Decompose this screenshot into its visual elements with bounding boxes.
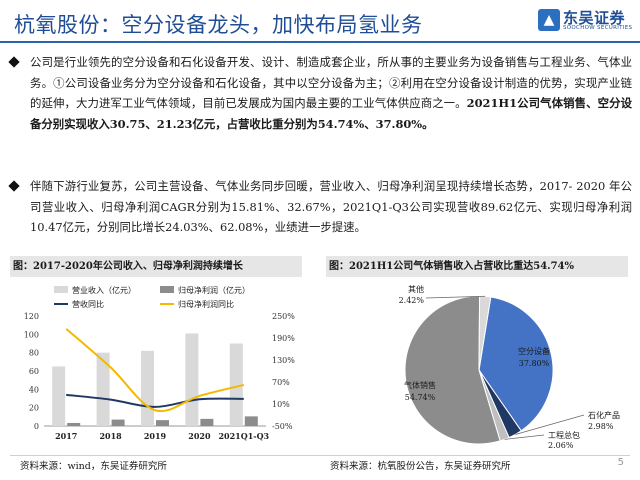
revenue-bar xyxy=(52,366,66,426)
footer-divider xyxy=(10,455,630,456)
pie-leader-line xyxy=(515,414,585,435)
net-profit-yoy-line xyxy=(65,328,245,413)
slide-header: 杭氧股份：空分设备龙头，加快布局氢业务 ▲ 东吴证券 SOOCHOW SECUR… xyxy=(0,0,640,44)
left-y-tick-label: 40 xyxy=(29,385,39,394)
pie-slice-value: 37.80% xyxy=(519,359,550,368)
legend-swatch xyxy=(54,286,68,293)
pie-slice-value: 2.42% xyxy=(399,296,425,305)
x-tick-label: 2018 xyxy=(99,431,122,441)
legend-label: 归母净利润同比 xyxy=(178,299,234,309)
header-divider xyxy=(0,41,640,43)
page-title: 杭氧股份：空分设备龙头，加快布局氢业务 xyxy=(14,13,423,37)
revenue-profit-chart-svg: 0 20 40 60 80 100 120 -50% 10% 70% 130% 190% 250% 201… xyxy=(24,285,296,441)
pie-slice-label: 工程总包 xyxy=(548,430,580,440)
revenue-yoy-line xyxy=(66,393,244,408)
bullet-text: 公司是行业领先的空分设备和石化设备开发、设计、制造成套企业，所从事的主要业务为设… xyxy=(30,52,632,134)
left-y-tick-label: 120 xyxy=(24,312,39,321)
right-chart-source: 资料来源：杭氧股份公告，东吴证券研究所 xyxy=(330,461,511,472)
legend-swatch xyxy=(160,286,174,293)
net-profit-bar xyxy=(156,420,169,426)
right-y-tick-label: 130% xyxy=(272,356,295,365)
pie-slice-value: 2.06% xyxy=(548,441,574,450)
net-profit-bar xyxy=(67,422,81,426)
revenue-bar xyxy=(229,343,243,426)
pie-slice-label: 空分设备 xyxy=(518,346,550,356)
brand-logo-icon: ▲ xyxy=(538,9,560,31)
brand-subtitle: SOOCHOW SECURITIES xyxy=(563,25,633,31)
left-chart-source: 资料来源：wind，东吴证券研究所 xyxy=(20,461,167,472)
bullet-highlight: 2021H1公司气体销售、空分设备分别实现收入30.75、21.23亿元，占营收… xyxy=(30,96,632,131)
left-y-tick-label: 100 xyxy=(24,330,39,339)
right-y-tick-label: 70% xyxy=(272,378,290,387)
page-number: 5 xyxy=(617,457,624,468)
legend-label: 营业收入（亿元） xyxy=(72,285,136,295)
brand-name: 东吴证券 xyxy=(563,9,626,27)
diamond-bullet-icon xyxy=(8,56,20,68)
revenue-bar xyxy=(141,350,154,426)
pie-leader-line xyxy=(504,434,545,440)
bullet-text: 伴随下游行业复苏，公司主营设备、气体业务同步回暖，营业收入、归母净利润呈现持续增… xyxy=(30,179,632,234)
x-tick-label: 2017 xyxy=(55,431,77,441)
bullet-growth: 伴随下游行业复苏，公司主营设备、气体业务同步回暖，营业收入、归母净利润呈现持续增… xyxy=(8,176,632,238)
left-y-tick-label: 60 xyxy=(29,367,39,376)
slice-other xyxy=(478,295,492,371)
net-profit-bar xyxy=(200,418,214,426)
left-chart-title: 图：2017-2020年公司收入、归母净利润持续增长 xyxy=(10,256,302,277)
x-tick-label: 2020 xyxy=(188,431,211,441)
slice-gas-sales xyxy=(404,295,501,445)
right-y-tick-label: 190% xyxy=(272,334,295,343)
revenue-share-pie-chart: 空分设备 37.80% 石化产品 2.98% 工程总包 2.06% 气体销售 54.74% 其他… xyxy=(326,280,630,450)
bullet-body: 公司是行业领先的空分设备和石化设备开发、设计、制造成套企业，所从事的主要业务为设… xyxy=(30,55,632,110)
right-chart-title: 图：2021H1公司气体销售收入占营收比重达54.74% xyxy=(326,256,628,277)
pie-slice-value: 54.74% xyxy=(405,393,436,402)
slice-air-separation xyxy=(478,296,554,432)
pie-slice-value: 2.98% xyxy=(588,422,614,431)
left-y-tick-label: 80 xyxy=(29,349,39,358)
right-y-tick-label: -50% xyxy=(272,422,293,431)
bullet-company-overview: 公司是行业领先的空分设备和石化设备开发、设计、制造成套企业，所从事的主要业务为设… xyxy=(8,52,632,134)
legend-label: 营收同比 xyxy=(72,299,104,309)
revenue-profit-chart: 0 20 40 60 80 100 120 -50% 10% 70% 130% 190% 250% 201… xyxy=(10,280,310,450)
left-y-tick-label: 0 xyxy=(34,422,39,431)
right-y-tick-label: 250% xyxy=(272,312,295,321)
pie-slice-label: 石化产品 xyxy=(588,410,620,420)
x-tick-label: 2019 xyxy=(144,431,167,441)
brand-logo: ▲ 东吴证券 SOOCHOW SECURITIES xyxy=(538,7,633,35)
right-y-tick-label: 10% xyxy=(272,400,290,409)
revenue-bar xyxy=(96,352,110,426)
net-profit-bar xyxy=(244,416,258,426)
pie-slice-label: 气体销售 xyxy=(404,380,436,390)
net-profit-bar xyxy=(111,419,125,426)
pie-leader-line xyxy=(425,295,486,299)
revenue-bar xyxy=(185,333,199,426)
diamond-bullet-icon xyxy=(8,180,20,192)
left-y-tick-label: 20 xyxy=(29,404,39,413)
legend-label: 归母净利润（亿元） xyxy=(178,285,250,295)
x-tick-label: 2021Q1-Q3 xyxy=(218,431,269,441)
pie-slice-label: 其他 xyxy=(408,284,424,294)
